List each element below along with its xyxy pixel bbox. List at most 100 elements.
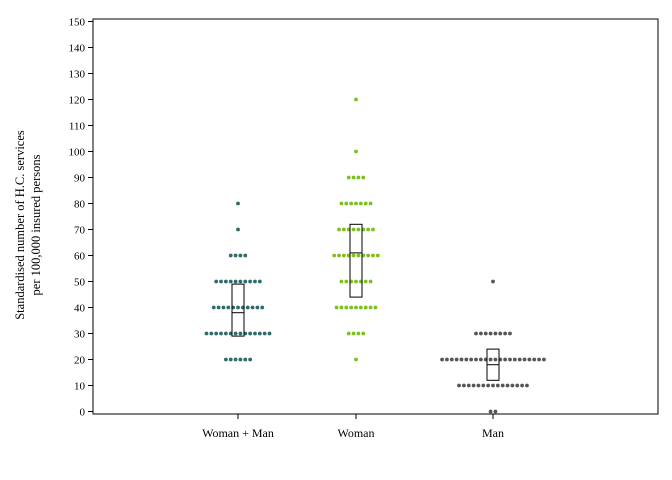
data-point [368, 279, 373, 284]
data-point [236, 305, 240, 310]
data-point [542, 357, 546, 362]
x-axis: Woman + Man Woman Man [202, 414, 504, 440]
data-point [204, 331, 209, 336]
data-point [248, 331, 253, 336]
data-point [255, 305, 260, 310]
data-point [236, 227, 240, 232]
data-point [238, 253, 243, 258]
data-point [508, 331, 512, 336]
data-point [471, 383, 476, 388]
data-point [228, 253, 233, 258]
data-point [262, 331, 267, 336]
y-tick-label: 130 [69, 68, 86, 80]
data-point [459, 357, 464, 362]
data-point [233, 357, 238, 362]
y-axis-title-line-2: per 100,000 insured persons [29, 154, 43, 295]
data-point [248, 279, 253, 284]
data-point [466, 383, 471, 388]
data-point [522, 357, 527, 362]
data-point [491, 279, 495, 284]
data-point [488, 357, 493, 362]
data-point [373, 305, 378, 310]
data-point [349, 305, 354, 310]
data-point [510, 383, 515, 388]
data-point [219, 279, 223, 284]
data-point [238, 279, 243, 284]
data-point [498, 331, 503, 336]
y-tick-label: 0 [80, 406, 86, 418]
data-point [267, 331, 272, 336]
data-point [478, 357, 483, 362]
data-point [481, 383, 486, 388]
data-point [228, 357, 233, 362]
data-point [351, 253, 356, 258]
data-point [515, 383, 520, 388]
data-point [478, 331, 483, 336]
data-point [476, 383, 481, 388]
data-point [520, 383, 524, 388]
y-tick-label: 90 [74, 172, 86, 184]
y-tick-label: 40 [74, 302, 86, 314]
data-point [358, 305, 363, 310]
y-tick-label: 110 [69, 120, 86, 132]
y-tick-label: 100 [69, 146, 86, 158]
data-point [354, 97, 358, 102]
data-point [495, 383, 500, 388]
data-point [221, 305, 226, 310]
data-point [356, 175, 361, 180]
data-point [356, 253, 361, 258]
data-point [341, 227, 346, 232]
data-point [228, 279, 233, 284]
data-point [238, 331, 243, 336]
y-tick-label: 20 [74, 354, 86, 366]
data-point [344, 201, 349, 206]
data-point [354, 305, 358, 310]
data-point [219, 331, 223, 336]
data-point [366, 253, 371, 258]
data-point [339, 305, 344, 310]
data-point [349, 201, 354, 206]
data-point [488, 409, 493, 414]
data-point [464, 357, 469, 362]
data-point [257, 331, 262, 336]
x-category-label: Man [482, 426, 504, 440]
data-point [505, 383, 510, 388]
data-point [346, 331, 351, 336]
data-point [363, 201, 368, 206]
data-point [358, 201, 363, 206]
data-point [493, 331, 498, 336]
data-point [371, 253, 375, 258]
y-axis: 0 10 20 30 40 50 60 70 80 90 100 110 120 130 140 150 [69, 16, 93, 418]
data-point [214, 279, 219, 284]
data-point [440, 357, 444, 362]
data-point [368, 305, 373, 310]
data-point [354, 201, 358, 206]
data-point [474, 357, 478, 362]
data-point [223, 357, 228, 362]
data-point [366, 227, 371, 232]
data-point [449, 357, 454, 362]
series-group [332, 97, 380, 362]
data-point [332, 253, 337, 258]
data-point [260, 305, 265, 310]
x-category-label: Woman + Man [202, 426, 274, 440]
data-point [257, 279, 262, 284]
data-point [525, 383, 529, 388]
data-point [341, 253, 346, 258]
y-tick-label: 140 [69, 42, 86, 54]
data-point [351, 227, 356, 232]
data-point [532, 357, 537, 362]
data-point [457, 383, 461, 388]
data-point [445, 357, 449, 362]
data-point [491, 383, 495, 388]
data-point [209, 331, 214, 336]
data-point [537, 357, 541, 362]
data-point [233, 253, 238, 258]
data-point [508, 357, 512, 362]
data-point [354, 357, 358, 362]
data-point [356, 227, 361, 232]
data-point [344, 305, 349, 310]
data-point [346, 175, 351, 180]
data-point [361, 175, 366, 180]
series-group [440, 279, 546, 414]
